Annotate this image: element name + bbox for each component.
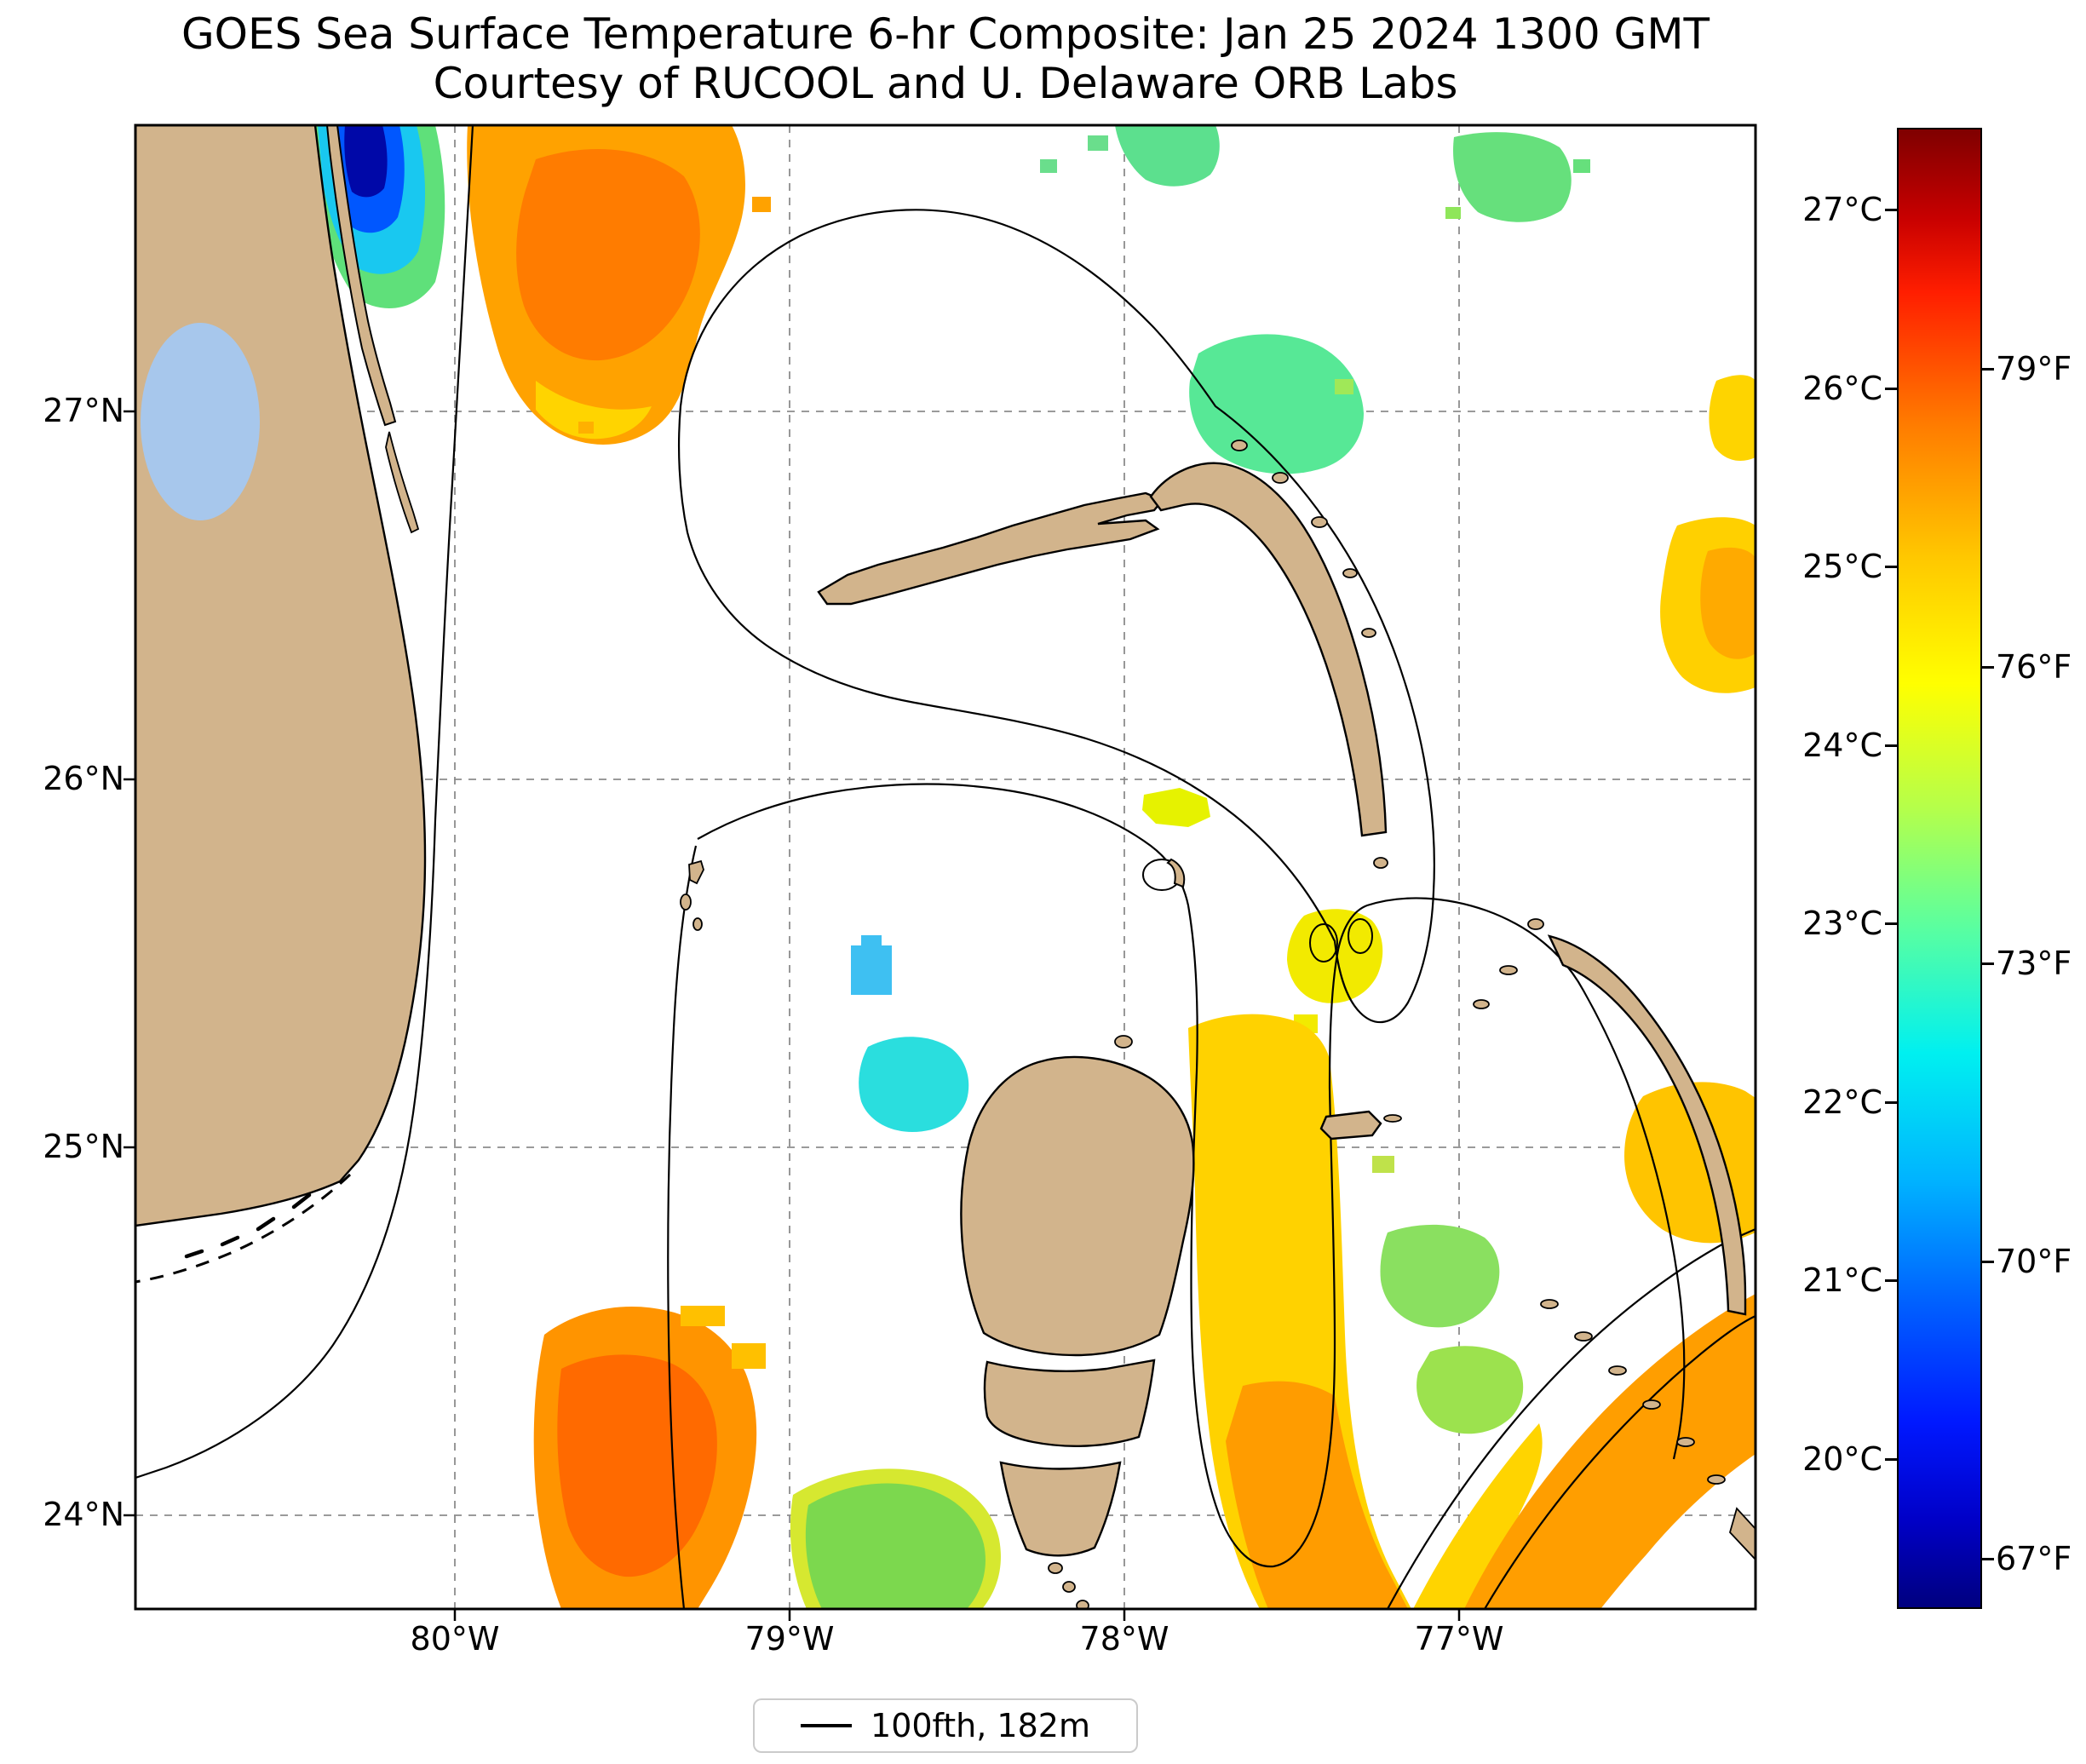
- colorbar-tick: [1885, 388, 1897, 390]
- sst-yellowgreen-1: [1380, 1224, 1500, 1328]
- colorbar-tick: [1885, 922, 1897, 925]
- isobath-legend-label: 100fth, 182m: [871, 1707, 1090, 1744]
- sst-green-top-1: [1115, 125, 1220, 187]
- colorbar-tick: [1982, 368, 1994, 371]
- colorbar-celsius-label: 22°C: [1802, 1083, 1882, 1121]
- y-tick-label: 24°N: [43, 1496, 124, 1533]
- abaco-island: [1149, 462, 1388, 837]
- sst-orange-right-core: [1700, 547, 1756, 659]
- colorbar-tick: [1885, 1458, 1897, 1461]
- andros-cays: [1048, 1035, 1133, 1609]
- florida-keys: [184, 1192, 312, 1259]
- contour-great-bahama-bank-west: [667, 845, 698, 1609]
- berry-islands: [1142, 858, 1186, 891]
- colorbar-celsius-label: 27°C: [1802, 191, 1882, 228]
- eleuthera-island: [1547, 934, 1747, 1316]
- colorbar-fahrenheit-label: 79°F: [1996, 350, 2072, 388]
- abaco-cays: [1231, 440, 1388, 869]
- colorbar-gradient: [1897, 128, 1982, 1609]
- x-tick-label: 79°W: [744, 1620, 835, 1658]
- colorbar-celsius-label: 26°C: [1802, 370, 1882, 407]
- andros-island-north: [960, 1055, 1195, 1357]
- colorbar-celsius-label: 25°C: [1802, 548, 1882, 585]
- colorbar-fahrenheit-label: 67°F: [1996, 1540, 2072, 1577]
- colorbar-tick: [1982, 1558, 1994, 1560]
- sst-gulfstream-yellow-fringe: [536, 381, 652, 440]
- figure-subtitle: Courtesy of RUCOOL and U. Delaware ORB L…: [433, 59, 1458, 108]
- florida-barrier-island: [325, 125, 397, 427]
- colorbar-celsius-label: 24°C: [1802, 727, 1882, 764]
- colorbar-fahrenheit-label: 76°F: [1996, 648, 2072, 686]
- sst-gulfstream-orange-core: [516, 149, 700, 361]
- figure-title: GOES Sea Surface Temperature 6-hr Compos…: [181, 9, 1710, 59]
- sst-orange-exuma: [1464, 1294, 1756, 1609]
- plot-frame: [134, 124, 1757, 1611]
- legend: 100fth, 182m: [753, 1698, 1138, 1753]
- contour-exuma-east: [1484, 1315, 1756, 1609]
- colorbar-tick: [1885, 744, 1897, 747]
- y-tick-label: 25°N: [43, 1128, 124, 1165]
- isobath-line-sample: [801, 1724, 853, 1727]
- sst-gold-right-upper: [1709, 375, 1756, 461]
- colorbar-celsius-label: 21°C: [1802, 1261, 1882, 1299]
- colorbar-fahrenheit-label: 70°F: [1996, 1243, 2072, 1280]
- contour-oval-2: [1348, 918, 1373, 954]
- sst-cyan-square: [851, 945, 892, 995]
- contour-little-bahama-bank: [677, 209, 1435, 1024]
- colorbar-tick: [1885, 209, 1897, 211]
- sst-map: [124, 124, 1757, 1621]
- bimini-islands: [680, 859, 704, 931]
- sst-cyan-blob: [859, 1037, 969, 1132]
- colorbar-tick: [1885, 566, 1897, 568]
- sst-plume-darkblue: [344, 125, 388, 198]
- colorbar-tick: [1982, 666, 1994, 669]
- colorbar-celsius-label: 23°C: [1802, 905, 1882, 942]
- rose-island: [1383, 1114, 1402, 1123]
- sst-green-bottom: [805, 1483, 986, 1609]
- andros-island-middle: [983, 1359, 1156, 1447]
- sst-toto-orange-south: [1226, 1381, 1408, 1609]
- x-tick-label: 77°W: [1414, 1620, 1504, 1658]
- colorbar-fahrenheit-label: 73°F: [1996, 945, 2072, 982]
- x-tick-label: 78°W: [1079, 1620, 1169, 1658]
- map-plot-area: [124, 124, 1757, 1621]
- land: [135, 125, 1756, 1609]
- sst-yellow-small-1: [1142, 788, 1210, 827]
- jupiter-island: [385, 431, 420, 534]
- x-tick-label: 80°W: [410, 1620, 500, 1658]
- isobath-contours: [135, 125, 1756, 1609]
- contour-toto-and-channels: [697, 783, 1686, 1568]
- y-tick-label: 27°N: [43, 392, 124, 429]
- contour-florida-shelf: [135, 125, 474, 1480]
- axis-ticks: [124, 410, 1461, 1621]
- sst-patches: [306, 125, 1756, 1609]
- eleuthera-north-cays: [1473, 918, 1544, 1009]
- colorbar-tick: [1982, 962, 1994, 965]
- y-tick-label: 26°N: [43, 760, 124, 797]
- exuma-cays: [1540, 1299, 1756, 1561]
- colorbar-tick: [1885, 1101, 1897, 1104]
- sst-yellow-ovals-patch: [1287, 909, 1383, 1003]
- andros-island-south: [999, 1461, 1122, 1557]
- colorbar-tick: [1885, 1279, 1897, 1282]
- lake-okeechobee: [141, 323, 260, 520]
- sst-gold-exuma-fringe: [1413, 1423, 1543, 1609]
- colorbar-tick: [1982, 1261, 1994, 1263]
- sst-yellowgreen-2: [1417, 1346, 1524, 1434]
- sst-green-top-2: [1453, 132, 1572, 222]
- colorbar-celsius-label: 20°C: [1802, 1440, 1882, 1478]
- new-providence-island: [1319, 1110, 1382, 1141]
- contour-oval-1: [1309, 923, 1338, 962]
- grand-bahama-island: [817, 491, 1164, 606]
- contour-exuma-west: [1387, 1227, 1756, 1609]
- sst-green-ne-grand-bahama: [1189, 334, 1364, 474]
